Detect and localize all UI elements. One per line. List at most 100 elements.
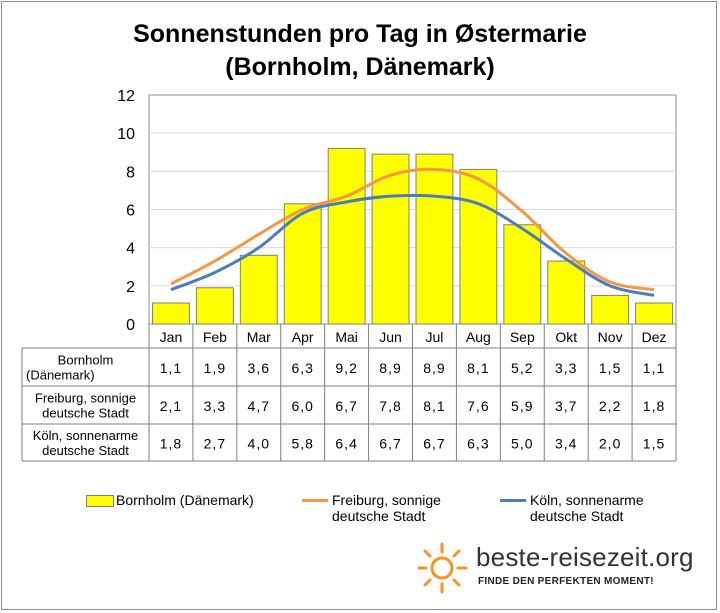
y-tick-label: 0: [126, 317, 135, 334]
x-tick-label: Jan: [160, 329, 183, 345]
bar: [635, 302, 673, 325]
x-tick-label: Okt: [555, 329, 577, 345]
data-label: 8,9: [379, 360, 401, 376]
x-tick-label: Apr: [292, 329, 314, 345]
bar: [283, 203, 322, 325]
data-label: 1,9: [204, 360, 226, 376]
data-label: 3,4: [555, 436, 577, 452]
chart-title: Sonnenstunden pro Tag in Østermarie (Bor…: [0, 18, 720, 84]
data-label: 6,7: [423, 436, 445, 452]
data-label: 2,7: [204, 436, 226, 452]
data-label: 1,5: [599, 360, 621, 376]
legend-item: Freiburg, sonnige deutsche Stadt: [302, 492, 441, 524]
data-label: 5,9: [511, 398, 533, 414]
data-label: 6,3: [291, 360, 313, 376]
data-label: 5,0: [511, 436, 533, 452]
data-label: 1,8: [643, 398, 665, 414]
legend-item: Bornholm (Dänemark): [86, 492, 254, 508]
data-label: 3,6: [248, 360, 270, 376]
bar: [371, 153, 410, 325]
data-label: 6,7: [335, 398, 357, 414]
x-tick-label: Sep: [510, 329, 535, 345]
data-label: 6,3: [467, 436, 489, 452]
table-row-label: deutsche Stadt: [42, 406, 129, 421]
data-label: 6,4: [335, 436, 357, 452]
y-tick-label: 8: [126, 164, 135, 181]
data-label: 1,1: [643, 360, 665, 376]
data-label: 4,7: [248, 398, 270, 414]
chart-title-line-2: (Bornholm, Dänemark): [225, 53, 495, 81]
table-row-label: Freiburg, sonnige: [35, 391, 136, 406]
bar: [152, 302, 190, 325]
brand-name: beste-reisezeit.org: [476, 542, 694, 572]
legend-label: Köln, sonnenarme deutsche Stadt: [530, 492, 644, 524]
chart-title-line-1: Sonnenstunden pro Tag in Østermarie: [133, 20, 587, 48]
data-table: Jan Feb Mar Apr Mai Jun Jul Aug Sep Okt Nov Dez Born…: [21, 324, 677, 462]
data-label: 2,2: [599, 398, 621, 414]
x-tick-label: Nov: [598, 329, 623, 345]
legend-label-line: deutsche Stadt: [530, 508, 624, 524]
legend-item: Köln, sonnenarme deutsche Stadt: [500, 492, 644, 524]
legend-label-line: Bornholm (Dänemark): [116, 492, 254, 508]
sun-icon: [418, 542, 468, 594]
x-tick-label: Feb: [203, 329, 227, 345]
legend-label-line: Freiburg, sonnige: [332, 492, 441, 508]
x-tick-label: Aug: [466, 329, 491, 345]
data-label: 4,0: [248, 436, 270, 452]
data-label: 2,0: [599, 436, 621, 452]
bar: [415, 153, 454, 325]
legend-label-line: deutsche Stadt: [332, 508, 426, 524]
x-tick-label: Mai: [335, 329, 358, 345]
data-label: 8,1: [467, 360, 489, 376]
data-label: 6,7: [379, 436, 401, 452]
bar: [591, 294, 630, 325]
legend-label-line: Köln, sonnenarme: [530, 492, 644, 508]
line-series: [170, 167, 655, 297]
legend-label: Bornholm (Dänemark): [116, 492, 254, 508]
y-tick-label: 6: [126, 203, 135, 220]
bar: [459, 168, 498, 325]
legend-label: Freiburg, sonnige deutsche Stadt: [332, 492, 441, 524]
y-tick-label: 12: [117, 88, 135, 105]
data-label: 7,6: [467, 398, 489, 414]
data-label: 5,8: [291, 436, 313, 452]
data-label: 2,1: [160, 398, 182, 414]
data-label: 5,2: [511, 360, 533, 376]
x-tick-label: Jun: [379, 329, 402, 345]
data-label: 9,2: [335, 360, 357, 376]
x-tick-label: Jul: [426, 329, 444, 345]
y-axis: 0 2 4 6 8 10 12: [117, 88, 135, 334]
bar: [503, 224, 542, 325]
legend-swatch-bar: [86, 495, 114, 507]
data-label: 3,7: [555, 398, 577, 414]
data-label: 1,1: [160, 360, 182, 376]
table-row-label: (Dänemark): [26, 368, 95, 383]
bar: [239, 254, 278, 325]
data-label: 6,0: [291, 398, 313, 414]
y-tick-label: 4: [126, 241, 135, 258]
bar: [195, 287, 234, 325]
bar: [547, 260, 586, 325]
data-label: 3,3: [204, 398, 226, 414]
data-label: 3,3: [555, 360, 577, 376]
table-row-label: Bornholm: [58, 353, 114, 368]
table-row-label: deutsche Stadt: [42, 443, 129, 458]
data-label: 7,8: [379, 398, 401, 414]
bar-series: [152, 147, 673, 325]
legend-swatch-line: [500, 499, 526, 502]
table-row-label: Köln, sonnenarme: [33, 428, 139, 443]
data-label: 8,1: [423, 398, 445, 414]
y-tick-label: 10: [117, 126, 135, 143]
y-tick-label: 2: [126, 279, 135, 296]
bar: [327, 147, 366, 325]
data-label: 8,9: [423, 360, 445, 376]
series-line: [170, 167, 655, 292]
brand-logo: beste-reisezeit.org FINDE DEN PERFEKTEN …: [418, 540, 708, 596]
x-tick-label: Mar: [247, 329, 271, 345]
brand-tagline: FINDE DEN PERFEKTEN MOMENT!: [478, 576, 654, 587]
data-label: 1,8: [160, 436, 182, 452]
legend-swatch-line: [302, 499, 328, 502]
data-label: 1,5: [643, 436, 665, 452]
